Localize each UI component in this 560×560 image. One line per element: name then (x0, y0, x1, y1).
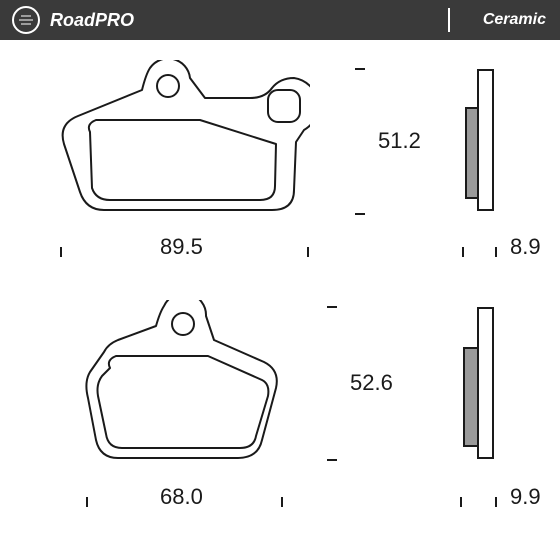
dim-tick (355, 68, 365, 70)
dim-tick (355, 213, 365, 215)
pad1-thick-dimline (0, 188, 34, 190)
pad2-side-view (446, 304, 508, 464)
pad1-width-label: 89.5 (160, 234, 203, 260)
pad1-front-view (50, 60, 310, 220)
dim-tick (86, 497, 88, 507)
pad1-thick-label: 8.9 (510, 234, 541, 260)
pad2-width-label: 68.0 (160, 484, 203, 510)
dim-tick (327, 306, 337, 308)
header-bar: RoadPRO Ceramic (0, 0, 560, 40)
dim-tick (327, 459, 337, 461)
dim-tick (307, 247, 309, 257)
pad2-thick-label: 9.9 (510, 484, 541, 510)
pad1-height-dimline (0, 40, 2, 186)
brand-logo-icon (12, 6, 40, 34)
brand-prefix: Road (50, 10, 95, 30)
dim-tick (281, 497, 283, 507)
pad2-height-label: 52.6 (350, 370, 393, 396)
brand-suffix: PRO (95, 10, 134, 30)
pad2-front-view (78, 300, 288, 470)
dim-tick (60, 247, 62, 257)
dim-tick (495, 247, 497, 257)
pad2-thick-dimline (0, 345, 36, 347)
pad1-height-label: 51.2 (378, 128, 421, 154)
pad2-height-dimline (0, 189, 2, 343)
material-label: Ceramic (483, 11, 546, 29)
brand-name: RoadPRO (50, 10, 134, 31)
pad1-side-view (448, 66, 508, 216)
header-divider (448, 8, 450, 32)
diagram-area: 51.2 89.5 8.9 52.6 68.0 9.9 (0, 40, 560, 560)
dim-tick (462, 247, 464, 257)
dim-tick (495, 497, 497, 507)
dim-tick (460, 497, 462, 507)
